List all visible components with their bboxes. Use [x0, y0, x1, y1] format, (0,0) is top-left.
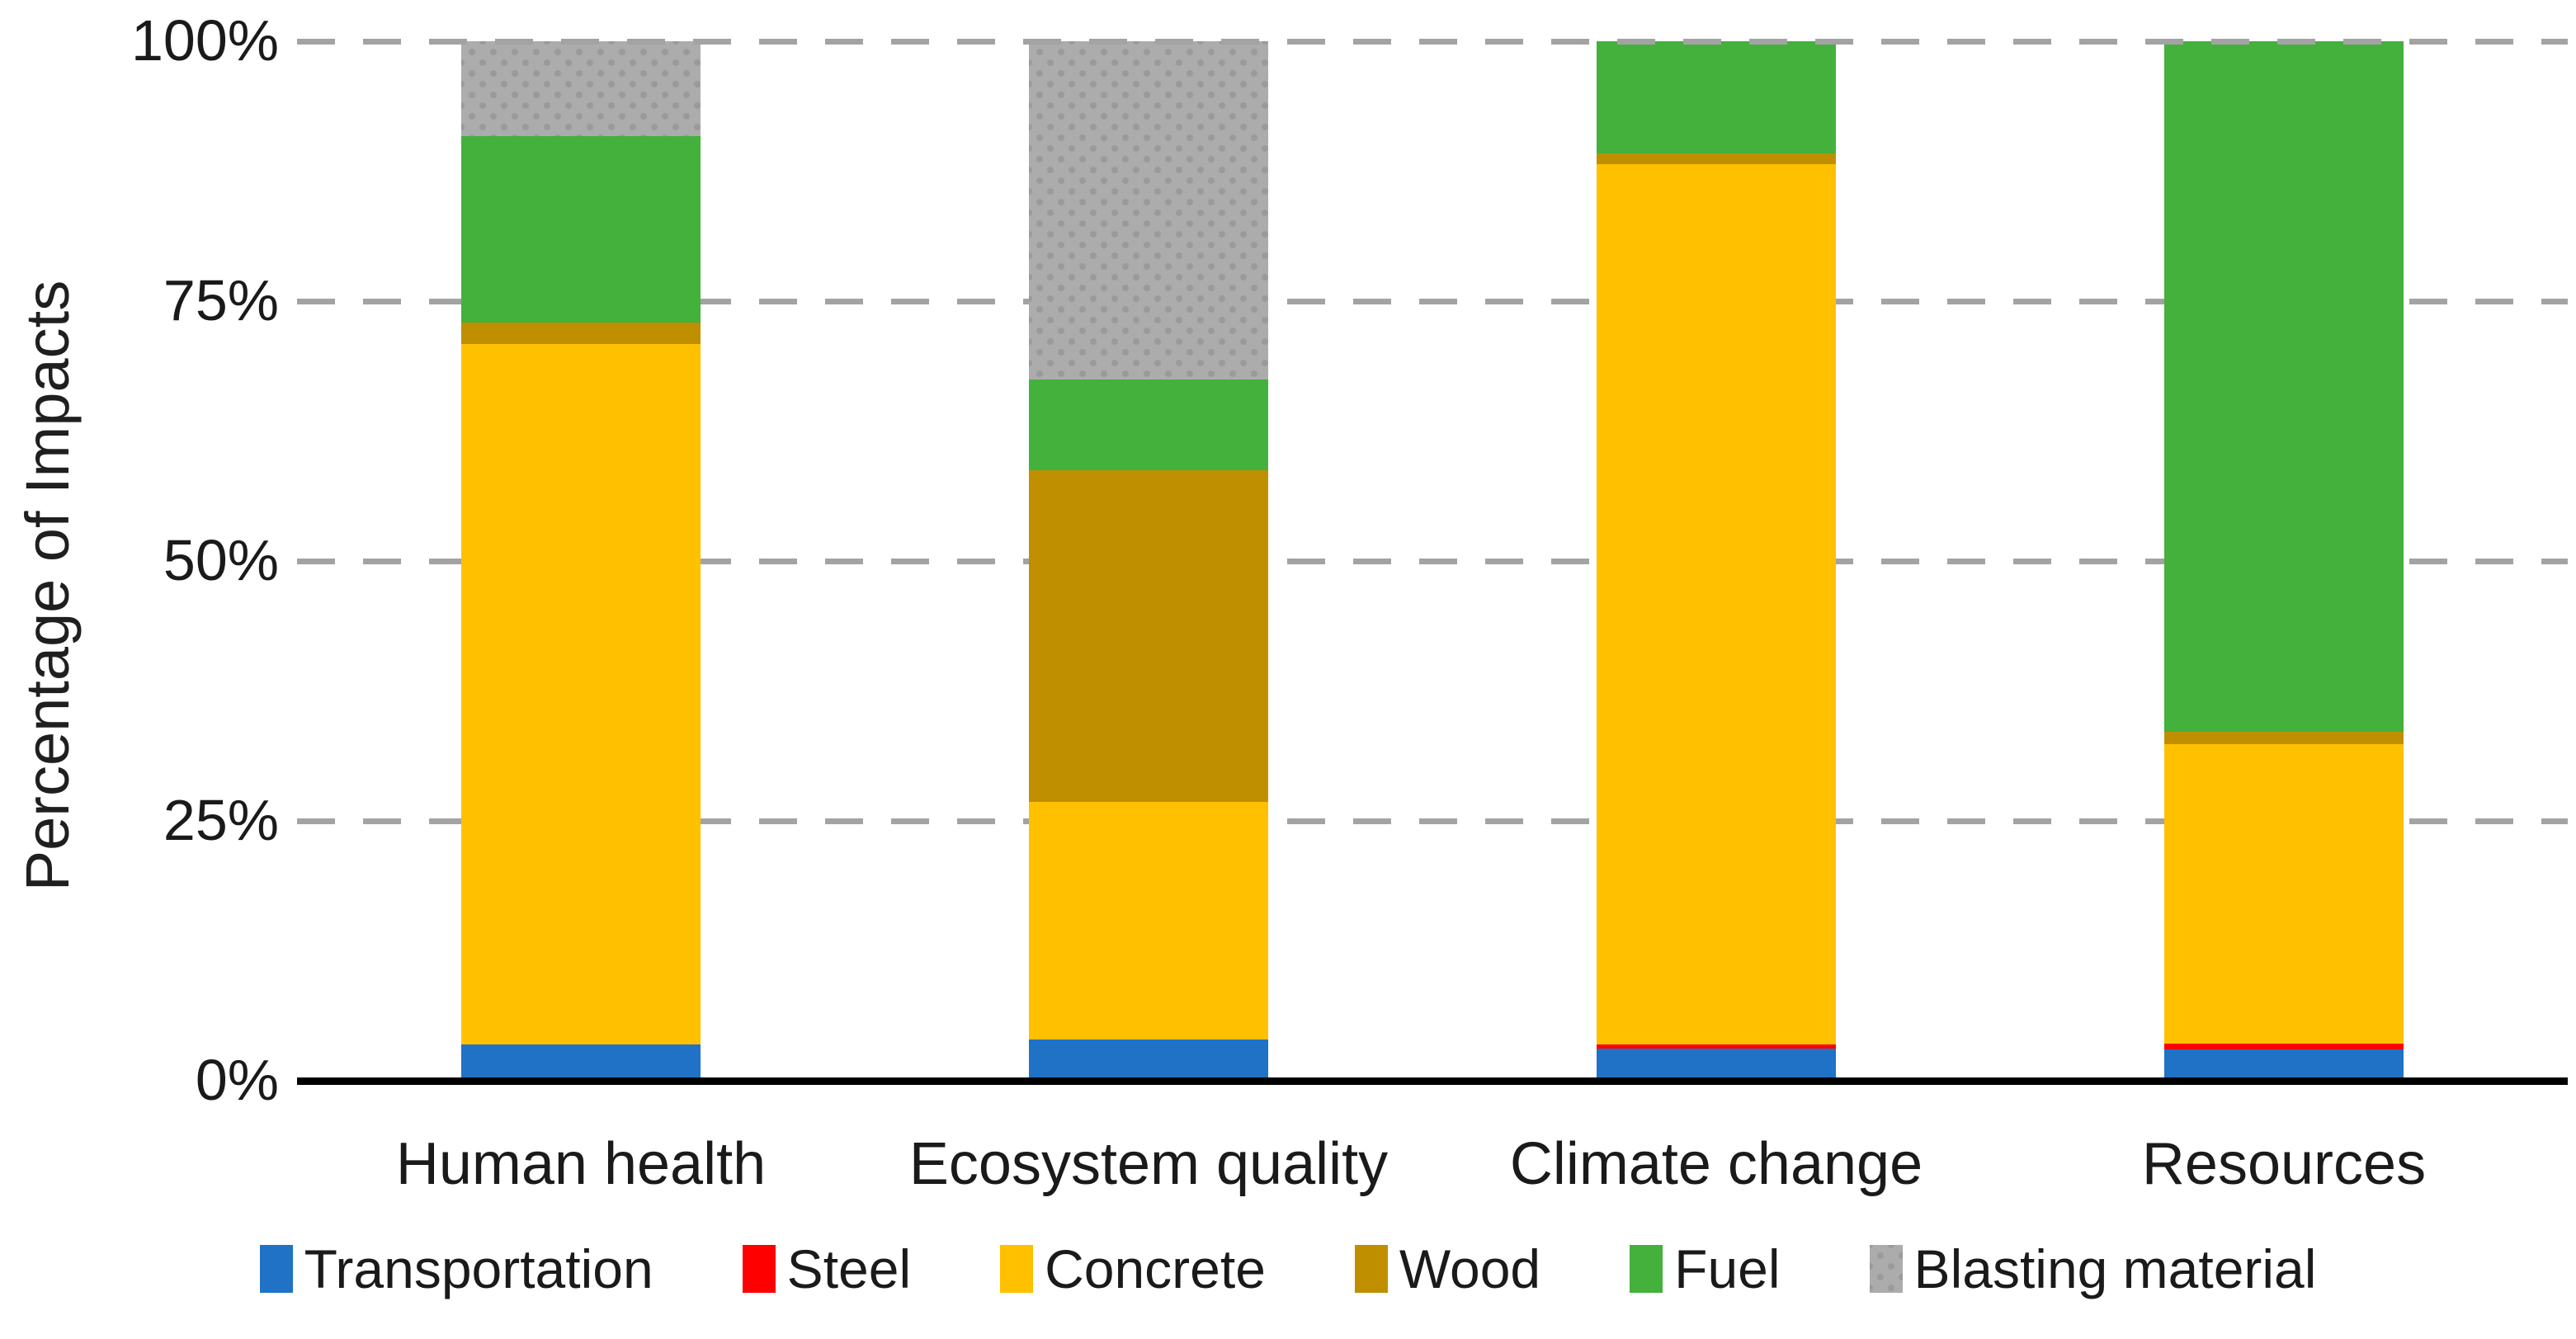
bar-segment-resources-steel — [2164, 1043, 2404, 1050]
gridline-25 — [297, 818, 2568, 824]
legend-swatch-fuel — [1630, 1245, 1663, 1293]
legend-label-steel: Steel — [786, 1238, 912, 1299]
bar-segment-climate-change-concrete — [1597, 163, 1836, 1044]
bar-segment-climate-change-steel — [1597, 1044, 1836, 1049]
legend-swatch-transportation — [259, 1245, 293, 1293]
y-tick-label-25: 25% — [163, 788, 279, 852]
bar-segment-ecosystem-quality-blasting-material — [1029, 41, 1268, 380]
legend: Transportation Steel Concrete Wood Fuel Blast… — [0, 1236, 2576, 1302]
bar-segment-ecosystem-quality-transportation — [1029, 1039, 1268, 1081]
legend-label-transportation: Transportation — [304, 1238, 653, 1299]
legend-swatch-wood — [1354, 1245, 1388, 1293]
gridline-100 — [297, 39, 2568, 45]
bar-segment-resources-wood — [2164, 731, 2404, 744]
bar-segment-human-health-blasting-material — [461, 41, 701, 136]
legend-item-wood: Wood — [1354, 1236, 1541, 1302]
bar-segment-climate-change-transportation — [1597, 1048, 1836, 1081]
x-category-label-human-health: Human health — [395, 1131, 767, 1197]
bar-segment-ecosystem-quality-concrete — [1029, 802, 1268, 1040]
legend-item-concrete: Concrete — [1000, 1236, 1266, 1302]
y-tick-label-0: 0% — [195, 1048, 279, 1112]
bar-segment-human-health-fuel — [461, 135, 701, 323]
gridline-75 — [297, 299, 2568, 304]
legend-item-blasting-material: Blasting material — [1869, 1236, 2317, 1302]
legend-item-steel: Steel — [742, 1236, 912, 1302]
bar-segment-ecosystem-quality-fuel — [1029, 379, 1268, 471]
bar-segment-climate-change-fuel — [1597, 41, 1836, 154]
x-category-label-climate-change: Climate change — [1509, 1131, 1923, 1197]
legend-swatch-steel — [742, 1245, 776, 1293]
y-tick-label-50: 50% — [163, 528, 279, 592]
legend-label-concrete: Concrete — [1045, 1238, 1266, 1299]
bar-segment-human-health-wood — [461, 323, 701, 344]
legend-label-blasting-material: Blasting material — [1913, 1238, 2317, 1299]
bar-segment-resources-transportation — [2164, 1049, 2404, 1081]
bar-segment-resources-fuel — [2164, 41, 2404, 732]
x-category-label-ecosystem-quality: Ecosystem quality — [908, 1131, 1389, 1197]
bar-segment-human-health-concrete — [461, 343, 701, 1044]
legend-item-fuel: Fuel — [1630, 1236, 1781, 1302]
bar-segment-resources-concrete — [2164, 743, 2404, 1044]
y-tick-label-100: 100% — [130, 8, 279, 73]
bar-segment-human-health-transportation — [461, 1044, 701, 1081]
bar-segment-climate-change-wood — [1597, 153, 1836, 164]
y-tick-label-75: 75% — [163, 268, 279, 332]
gridline-50 — [297, 559, 2568, 564]
legend-item-transportation: Transportation — [259, 1236, 653, 1302]
bar-segment-ecosystem-quality-wood — [1029, 470, 1268, 803]
x-category-label-resources: Resources — [2141, 1131, 2427, 1197]
x-axis-line — [297, 1077, 2568, 1085]
legend-label-fuel: Fuel — [1674, 1238, 1781, 1299]
legend-swatch-concrete — [1000, 1245, 1034, 1293]
legend-label-wood: Wood — [1399, 1238, 1541, 1299]
legend-swatch-blasting-material — [1869, 1245, 1903, 1293]
